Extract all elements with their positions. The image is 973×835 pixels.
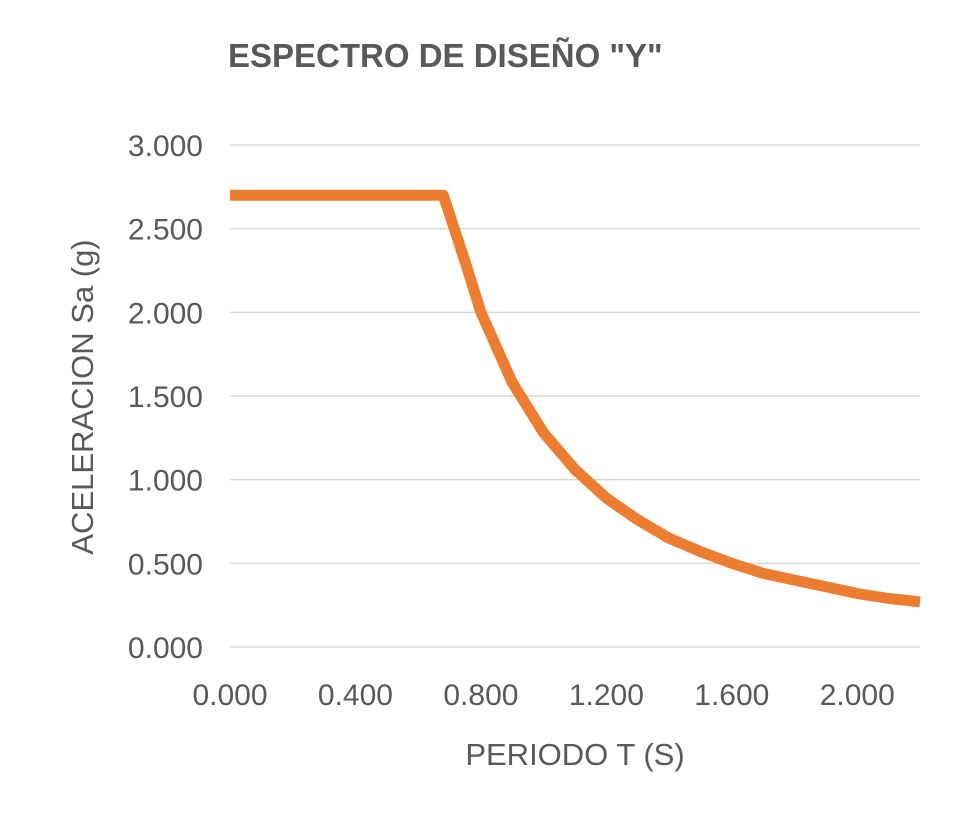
y-tick-label: 3.000 bbox=[128, 130, 203, 163]
y-tick-label: 1.000 bbox=[128, 465, 203, 498]
y-tick-label: 0.000 bbox=[128, 632, 203, 665]
x-tick-label: 0.000 bbox=[192, 679, 267, 712]
x-tick-label: 0.400 bbox=[318, 679, 393, 712]
x-axis-title: PERIODO T (S) bbox=[465, 737, 684, 772]
y-tick-label: 0.500 bbox=[128, 548, 203, 581]
x-tick-label: 0.800 bbox=[443, 679, 518, 712]
y-axis-title: ACELERACION Sa (g) bbox=[65, 239, 100, 554]
y-tick-label: 2.500 bbox=[128, 214, 203, 247]
y-tick-label: 1.500 bbox=[128, 381, 203, 414]
series-line bbox=[230, 189, 921, 608]
gridlines bbox=[230, 144, 920, 648]
x-tick-label: 2.000 bbox=[820, 679, 895, 712]
y-tick-label: 2.000 bbox=[128, 297, 203, 330]
x-tick-label: 1.600 bbox=[694, 679, 769, 712]
y-axis-ticks: 0.000 0.500 1.000 1.500 2.000 2.500 3.000 bbox=[128, 130, 203, 665]
x-tick-label: 1.200 bbox=[569, 679, 644, 712]
chart-title: ESPECTRO DE DISEÑO "Y" bbox=[228, 37, 663, 74]
x-axis-ticks: 0.000 0.400 0.800 1.200 1.600 2.000 bbox=[192, 679, 894, 712]
series-layer bbox=[230, 189, 921, 608]
